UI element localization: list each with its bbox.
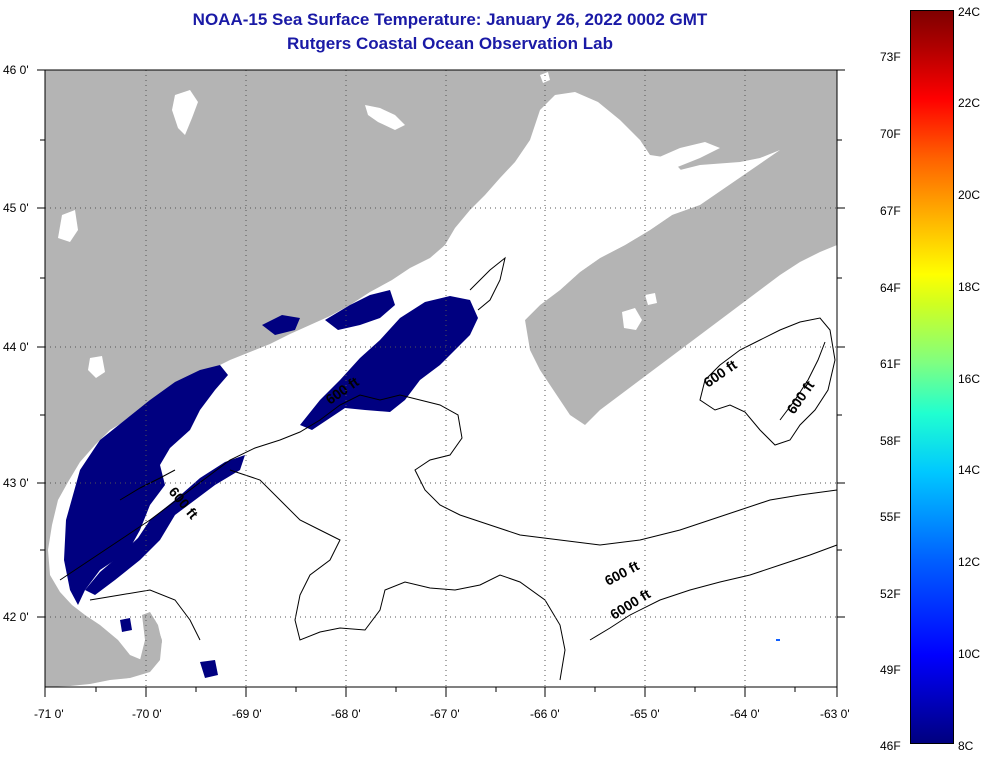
colorbar-c-label: 24C [958, 5, 981, 19]
colorbar-f-label: 70F [880, 127, 901, 141]
lat-label: 42 0' [3, 610, 29, 624]
lon-label: -63 0' [820, 707, 850, 721]
lakes [58, 72, 657, 378]
colorbar-c-label: 18C [958, 280, 981, 294]
bay-of-fundy [465, 128, 780, 320]
lon-label: -65 0' [630, 707, 660, 721]
map-title: NOAA-15 Sea Surface Temperature: January… [192, 10, 708, 29]
lat-label: 44 0' [3, 340, 29, 354]
land-nantucket [58, 672, 82, 686]
colorbar-f-label: 67F [880, 204, 901, 218]
lon-label: -71 0' [34, 707, 64, 721]
colorbar-c-label: 14C [958, 463, 981, 477]
lon-label: -68 0' [331, 707, 361, 721]
colorbar-c-label: 22C [958, 96, 981, 110]
lat-label: 45 0' [3, 201, 29, 215]
colorbar-f-label: 58F [880, 434, 901, 448]
bathymetry-contours [59, 256, 838, 681]
map-subtitle: Rutgers Coastal Ocean Observation Lab [287, 34, 613, 53]
lat-label: 46 0' [3, 63, 29, 77]
colorbar-c-label: 10C [958, 647, 981, 661]
lon-label: -70 0' [132, 707, 162, 721]
colorbar-c-label: 12C [958, 555, 981, 569]
colorbar-c-label: 8C [958, 739, 974, 753]
map-frame [44, 69, 838, 688]
land-mainland [45, 70, 837, 687]
colorbar-f-label: 52F [880, 587, 901, 601]
colorbar-f-label: 46F [880, 739, 901, 753]
colorbar-c-label: 20C [958, 188, 981, 202]
lon-label: -64 0' [730, 707, 760, 721]
minas-basin [648, 142, 720, 172]
temperature-colorbar [910, 10, 954, 744]
colorbar-c-label: 16C [958, 372, 981, 386]
map-gridlines [45, 70, 837, 687]
colorbar-f-label: 61F [880, 357, 901, 371]
lon-label: -66 0' [530, 707, 560, 721]
map-ticks [37, 69, 845, 697]
colorbar-f-label: 55F [880, 510, 901, 524]
colorbar-f-label: 73F [880, 50, 901, 64]
colorbar-f-label: 49F [880, 663, 901, 677]
lon-label: -69 0' [232, 707, 262, 721]
colorbar-f-label: 64F [880, 281, 901, 295]
land-nova-scotia [525, 140, 837, 425]
lon-label: -67 0' [430, 707, 460, 721]
sst-pixel [776, 639, 780, 641]
lat-label: 43 0' [3, 476, 29, 490]
